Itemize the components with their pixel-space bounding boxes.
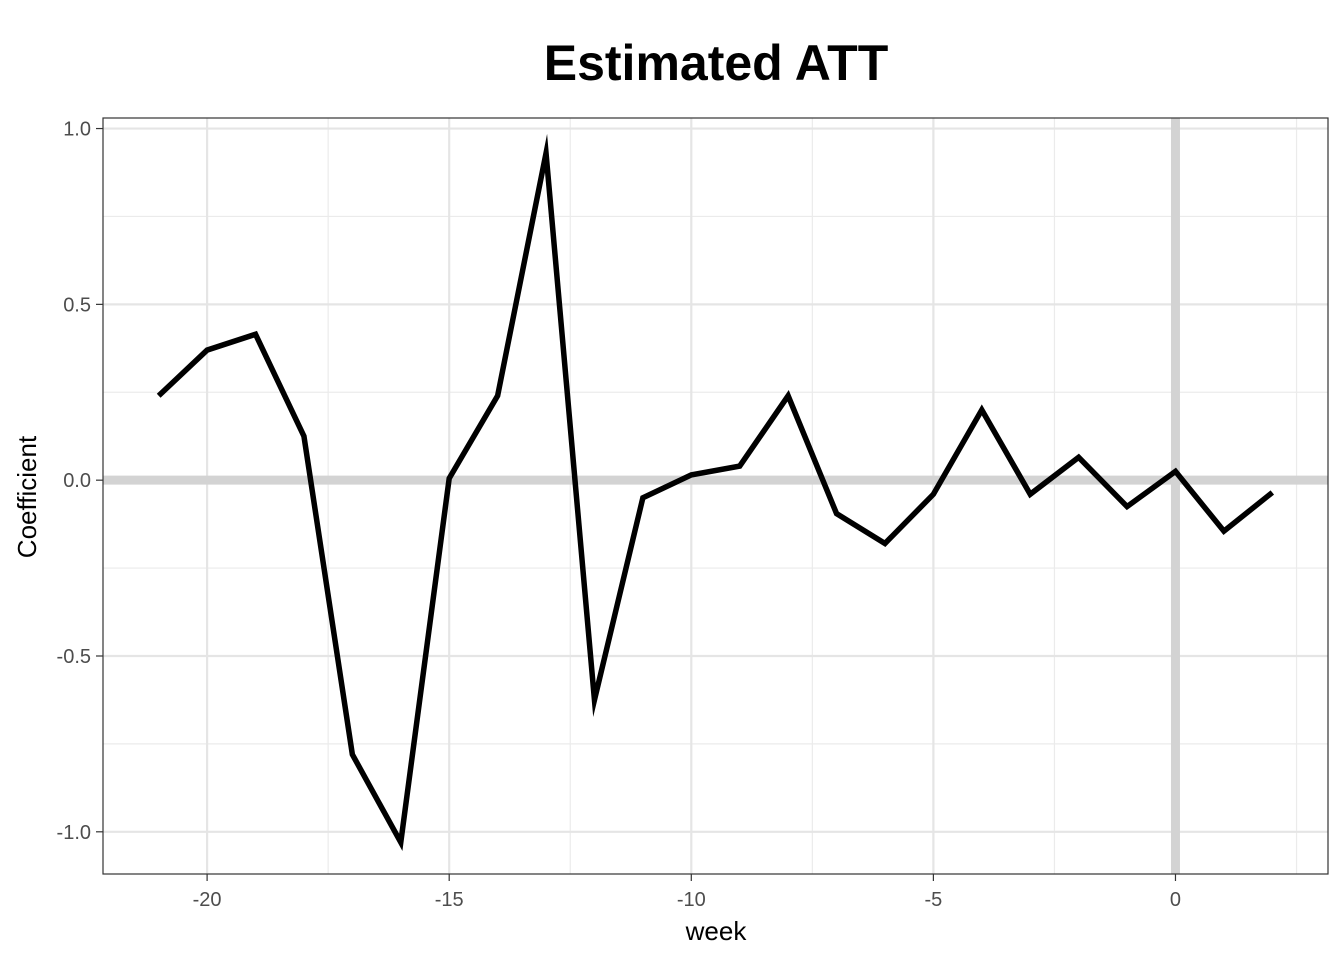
minor-gridlines (103, 118, 1328, 874)
chart-title: Estimated ATT (544, 35, 888, 91)
y-tick-label: 1.0 (63, 119, 91, 141)
reference-lines (103, 118, 1328, 874)
x-tick-label: -15 (435, 889, 464, 911)
x-tick-label: -20 (193, 889, 222, 911)
y-axis: -1.0 -0.5 0.0 0.5 1.0 (57, 119, 103, 844)
plot-panel-border (102, 117, 1329, 875)
x-tick-label: -10 (677, 889, 706, 911)
x-tick-label: 0 (1170, 889, 1181, 911)
x-axis-title: week (685, 916, 748, 946)
series-layer (156, 133, 1275, 852)
x-axis: -20 -15 -10 -5 0 (193, 874, 1181, 911)
y-tick-label: -0.5 (57, 646, 91, 668)
x-tick-label: -5 (924, 889, 942, 911)
y-tick-label: 0.0 (63, 470, 91, 492)
y-axis-title: Coefficient (12, 435, 42, 558)
y-tick-label: -1.0 (57, 822, 91, 844)
series-line (156, 133, 1275, 852)
y-tick-label: 0.5 (63, 294, 91, 316)
